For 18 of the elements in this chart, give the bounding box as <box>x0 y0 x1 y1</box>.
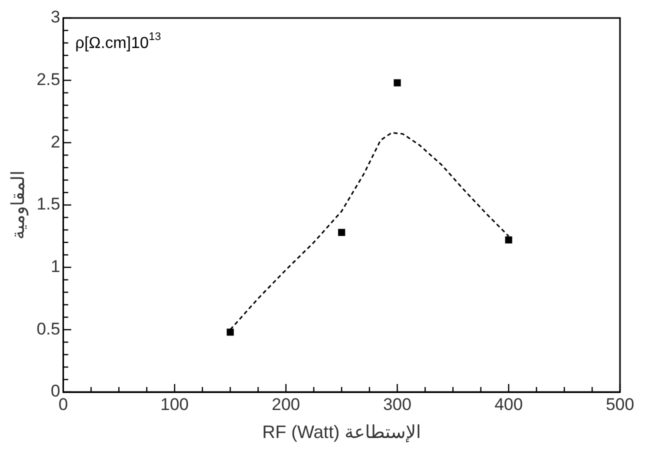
y-tick-label: 0 <box>50 382 60 401</box>
y-tick-label: 1 <box>50 257 60 276</box>
y-tick-label: 0.5 <box>36 319 60 338</box>
y-axis-title: المقاومية <box>8 170 29 240</box>
x-tick-label: 200 <box>272 394 300 414</box>
y-tick-label: 1.5 <box>36 194 60 214</box>
x-axis-title: RF (Watt) الإستطاعة <box>262 422 421 444</box>
point <box>338 228 346 236</box>
x-tick-label: 100 <box>160 394 189 414</box>
y-tick-label: 2.5 <box>36 70 60 90</box>
y-tick-label: 2 <box>50 132 60 152</box>
x-tick-label: 500 <box>606 394 634 414</box>
x-tick-label: 400 <box>494 394 523 414</box>
y-tick-label: 3 <box>50 8 60 27</box>
point <box>505 236 512 244</box>
x-tick-label: 300 <box>383 394 412 414</box>
point <box>394 79 401 86</box>
point <box>226 328 234 336</box>
